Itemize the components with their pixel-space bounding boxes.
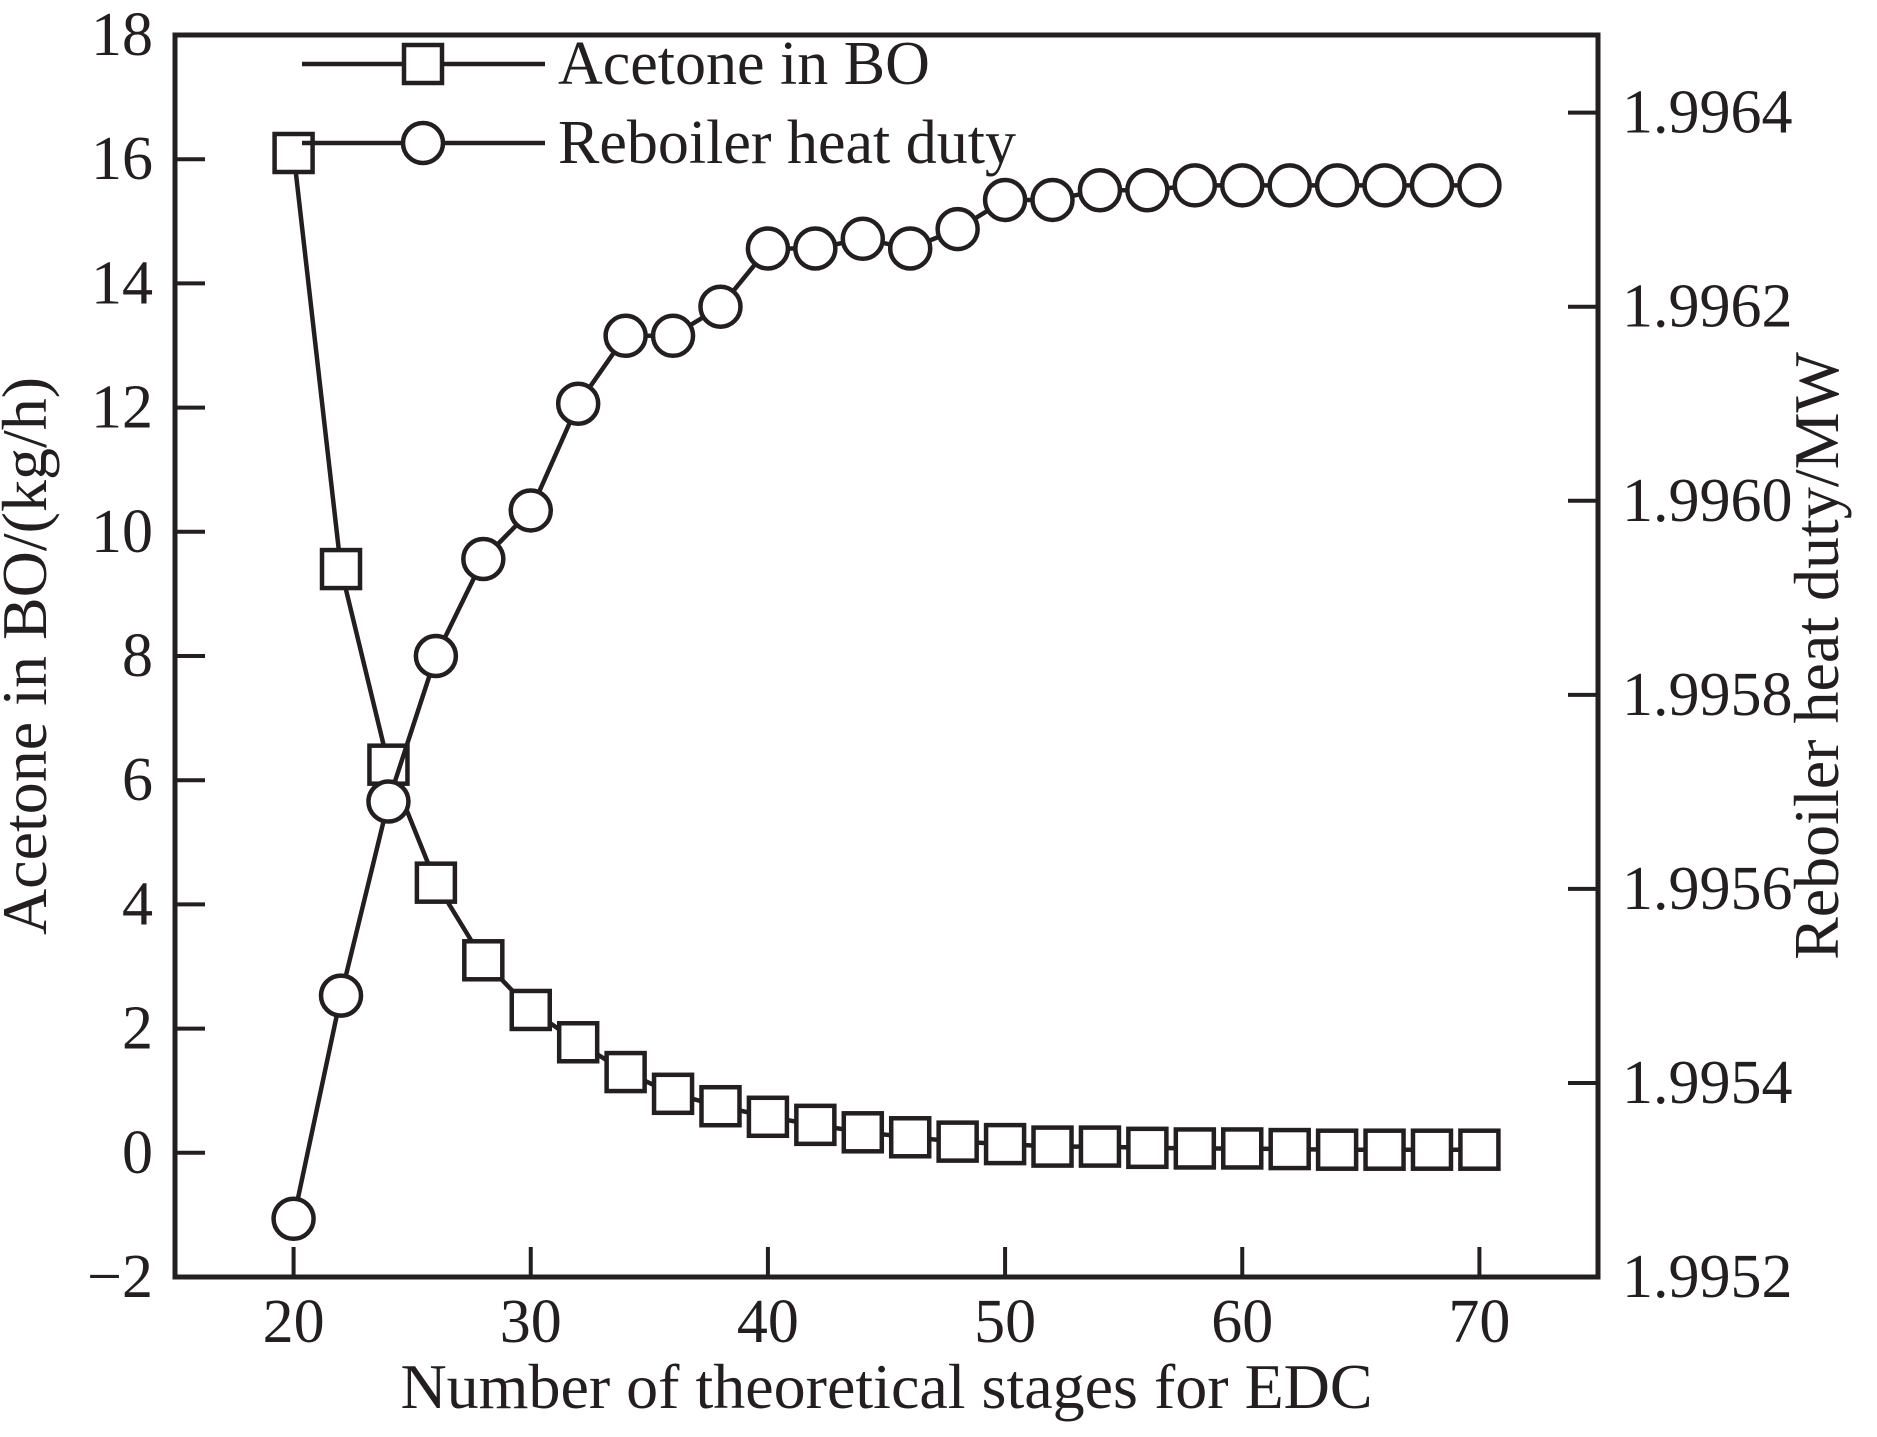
left-axis-tick-label: 16 [91,125,153,193]
left-axis-tick-label: 2 [122,995,153,1063]
acetone-series-marker [794,1103,837,1147]
right-axis-tick-label: 1.9952 [1622,1243,1793,1311]
right-axis-tick-label: 1.9962 [1622,273,1793,341]
left-axis-tick-label: 18 [91,1,153,69]
reboiler-series-marker [1220,163,1265,208]
reboiler-series-marker [1125,168,1170,213]
acetone-series-marker [272,131,315,175]
reboiler-series-marker [1172,163,1218,208]
right-axis-tick-label: 1.9954 [1622,1049,1793,1117]
reboiler-series-marker [461,536,506,582]
reboiler-series-marker [840,216,886,262]
left-axis-tick-label: 8 [122,622,153,690]
acetone-series-marker [1173,1127,1217,1170]
left-axis-tick-label: 4 [122,870,153,938]
reboiler-series-marker [793,226,838,271]
reboiler-series-marker [1030,177,1075,223]
plot-frame [172,32,1601,1280]
x-axis-title: Number of theoretical stages for EDC [400,1351,1372,1422]
left-axis-tick-label: −2 [87,1243,153,1311]
acetone-series-marker [319,547,363,591]
reboiler-series-marker [1267,163,1312,208]
x-axis-tick-label: 60 [1211,1288,1273,1356]
right-axis-title: Reboiler heat duty/MW [1781,351,1852,959]
acetone-series-marker [1458,1128,1501,1171]
legend-circle-marker [400,120,446,166]
acetone-series-marker [936,1120,979,1163]
reboiler-series-marker [650,313,696,359]
reboiler-series-marker [508,488,553,533]
acetone-series-marker [462,939,505,982]
acetone-series-marker [651,1072,695,1116]
acetone-series-marker [1221,1127,1264,1170]
reboiler-series-marker [1457,163,1502,208]
reboiler-series-marker [1409,163,1455,208]
reboiler-series-marker [935,206,980,252]
acetone-series-marker [746,1095,790,1139]
reboiler-series-marker [745,226,791,271]
reboiler-series-marker [1362,163,1407,208]
reboiler-series-marker [603,313,648,359]
acetone-series-marker [1315,1128,1359,1171]
acetone-series-marker [1126,1126,1169,1170]
legend-square-marker [401,42,445,86]
acetone-series-marker [1363,1128,1406,1171]
acetone-series-marker [556,1021,600,1064]
reboiler-series-marker [1077,168,1123,213]
left-axis-tick-label: 14 [91,249,153,317]
acetone-series-marker [1031,1125,1074,1168]
reboiler-series-marker [271,1196,316,1242]
acetone-series-line [291,152,1480,1152]
x-axis-tick-label: 50 [974,1288,1036,1356]
left-axis-tick-label: 12 [91,374,153,442]
right-axis-tick-label: 1.9960 [1622,467,1793,535]
left-axis-tick-label: 10 [91,498,153,566]
acetone-series-marker [604,1050,647,1094]
reboiler-series-marker [555,381,601,426]
acetone-series-marker [509,988,552,1032]
left-axis-title: Acetone in BO/(kg/h) [0,377,60,935]
x-axis-tick-label: 20 [263,1288,325,1356]
acetone-series-marker [1410,1128,1454,1171]
reboiler-series-marker [318,973,364,1018]
left-axis-tick-label: 6 [122,746,153,814]
reboiler-series-line [291,183,1480,1220]
acetone-series-marker [1268,1127,1311,1171]
legend-item-label: Acetone in BO [558,30,930,98]
x-axis-tick-label: 70 [1448,1288,1510,1356]
right-axis-tick-label: 1.9958 [1622,661,1793,729]
reboiler-series-marker [1314,163,1360,208]
reboiler-series-marker [982,177,1028,223]
acetone-series-marker [888,1116,932,1159]
right-axis-tick-label: 1.9964 [1622,79,1793,147]
x-axis-tick-label: 30 [500,1288,562,1356]
reboiler-series-marker [698,284,743,329]
left-axis-tick-label: 0 [122,1119,153,1187]
legend-item-label: Reboiler heat duty [558,109,1016,177]
acetone-series-marker [414,861,458,904]
reboiler-series-marker [413,633,459,679]
acetone-series-marker [841,1111,885,1154]
acetone-series-marker [1078,1125,1122,1168]
reboiler-series-marker [366,779,411,824]
acetone-series-marker [699,1084,742,1128]
reboiler-series-marker [887,226,933,271]
right-axis-tick-label: 1.9956 [1622,855,1793,923]
x-axis-tick-label: 40 [737,1288,799,1356]
acetone-series-marker [983,1122,1027,1166]
